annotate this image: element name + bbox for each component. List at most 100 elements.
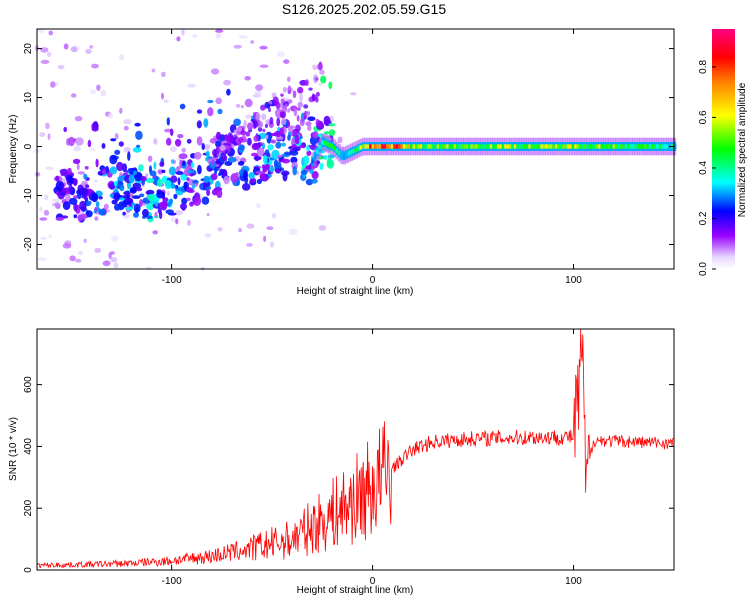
colorbar-tick-label: 0.8 [698,60,709,74]
spectrogram-cell [617,144,621,149]
spectrogram-cell [255,84,264,91]
spectrogram-cell [280,98,285,104]
spectrogram-cell [114,149,121,155]
spectrogram-cell [386,144,390,149]
spectrogram-cell [166,202,172,207]
spectrogram-cell [256,202,261,209]
spectrogram-cell [456,144,460,149]
spectrogram-cell [269,116,274,125]
snr-x-label: Height of straight line (km) [297,585,414,596]
spectrogram-cell [261,113,267,121]
spectrogram-x-label: Height of straight line (km) [297,286,414,297]
spectrogram-cell [369,144,373,149]
spectrogram-cell [600,144,604,149]
spectrogram-cell [316,118,319,124]
spectrogram-cell [283,126,287,135]
spectrogram-cell [290,156,298,164]
spectrogram-cell [308,87,313,91]
snr-y-tick-label: 200 [23,499,34,516]
snr-frame [36,328,675,571]
spectrogram-cell [108,113,113,119]
spectrogram-cell [287,85,292,95]
spectrogram-cell [192,196,202,206]
spectrogram-cell [135,130,143,140]
spectrogram-cell [350,92,357,96]
spectrogram-cell [297,86,304,94]
spectrogram-cell [305,121,312,127]
spectrogram-cell [68,184,73,194]
spectrogram-cell [181,147,186,153]
spectrogram-cell [235,171,239,177]
spectrogram-cell [235,127,242,132]
spectrogram-cell [75,137,84,146]
spectrogram-cell [127,151,131,161]
spectrogram-cell [443,144,448,149]
spectrogram-cell [51,198,60,202]
spectrogram-cell [658,144,662,149]
spectrogram-cell [248,172,255,179]
spectrogram-cell [119,54,125,61]
spectrogram-cell [145,173,149,178]
spectrogram-cell [511,144,515,149]
spectrogram-cell [55,202,60,208]
spectrogram-cell [318,144,322,150]
spectrogram-cell [615,144,619,149]
spectrogram-cell [102,168,106,176]
spectrogram-cell [262,128,266,133]
spectrogram-cell [69,197,78,205]
spectrogram-cell [319,69,325,75]
spectrogram-cell [254,154,260,162]
spectrogram-cell [253,135,260,142]
spectrogram-cell [217,227,223,232]
spectrogram-cell [108,182,116,190]
spectrogram-cell [552,144,556,149]
spectrogram-cell [85,48,92,54]
spectrogram-cell [194,151,202,160]
spectrogram-cell [95,201,100,208]
spectrogram-cell [171,183,176,189]
spectrogram-cell [265,134,269,140]
spectrogram-cell [80,213,88,220]
spectrogram-cell [254,120,258,128]
spectrogram-cell [45,166,54,170]
spectrogram-cell [170,159,175,164]
spectrogram-y-tick-label: 20 [23,43,34,55]
spectrogram-cell [307,125,312,131]
spectrogram-cell [639,144,643,149]
spectrogram-cell [192,34,198,38]
spectrogram-cell [378,144,382,149]
spectrogram-y-tick-label: -20 [23,237,34,252]
spectrogram-cell [219,145,226,151]
spectrogram-cell [154,211,158,218]
spectrogram-cell [250,40,255,44]
spectrogram-cell [113,262,119,269]
spectrogram-cell [660,144,665,149]
spectrogram-cell [303,104,309,109]
spectrogram-cell [173,193,178,200]
spectrogram-cell [201,143,205,150]
spectrogram-cell [119,184,125,192]
spectrogram-cell [458,144,462,149]
spectrogram-cell [168,166,177,176]
spectrogram-cell [320,75,327,84]
spectrogram-cell [40,236,47,240]
spectrogram-cell [177,134,184,139]
spectrogram-cell [244,98,253,108]
spectrogram-cell [110,138,117,142]
spectrogram-cell [328,142,332,148]
spectrogram-cell [146,202,155,211]
spectrogram-cell [119,107,123,114]
spectrogram-cell [63,43,69,50]
spectrogram-cell [259,64,269,68]
spectrogram-cell [266,226,274,230]
spectrogram-cell [284,151,290,156]
spectrogram-cell [352,148,356,154]
spectrogram-cell [147,155,153,163]
spectrogram-cell [91,192,99,203]
spectrogram-cell [40,59,50,64]
spectrogram-cell [261,164,266,169]
spectrogram-cell [280,93,284,97]
spectrogram-cell [166,191,170,196]
